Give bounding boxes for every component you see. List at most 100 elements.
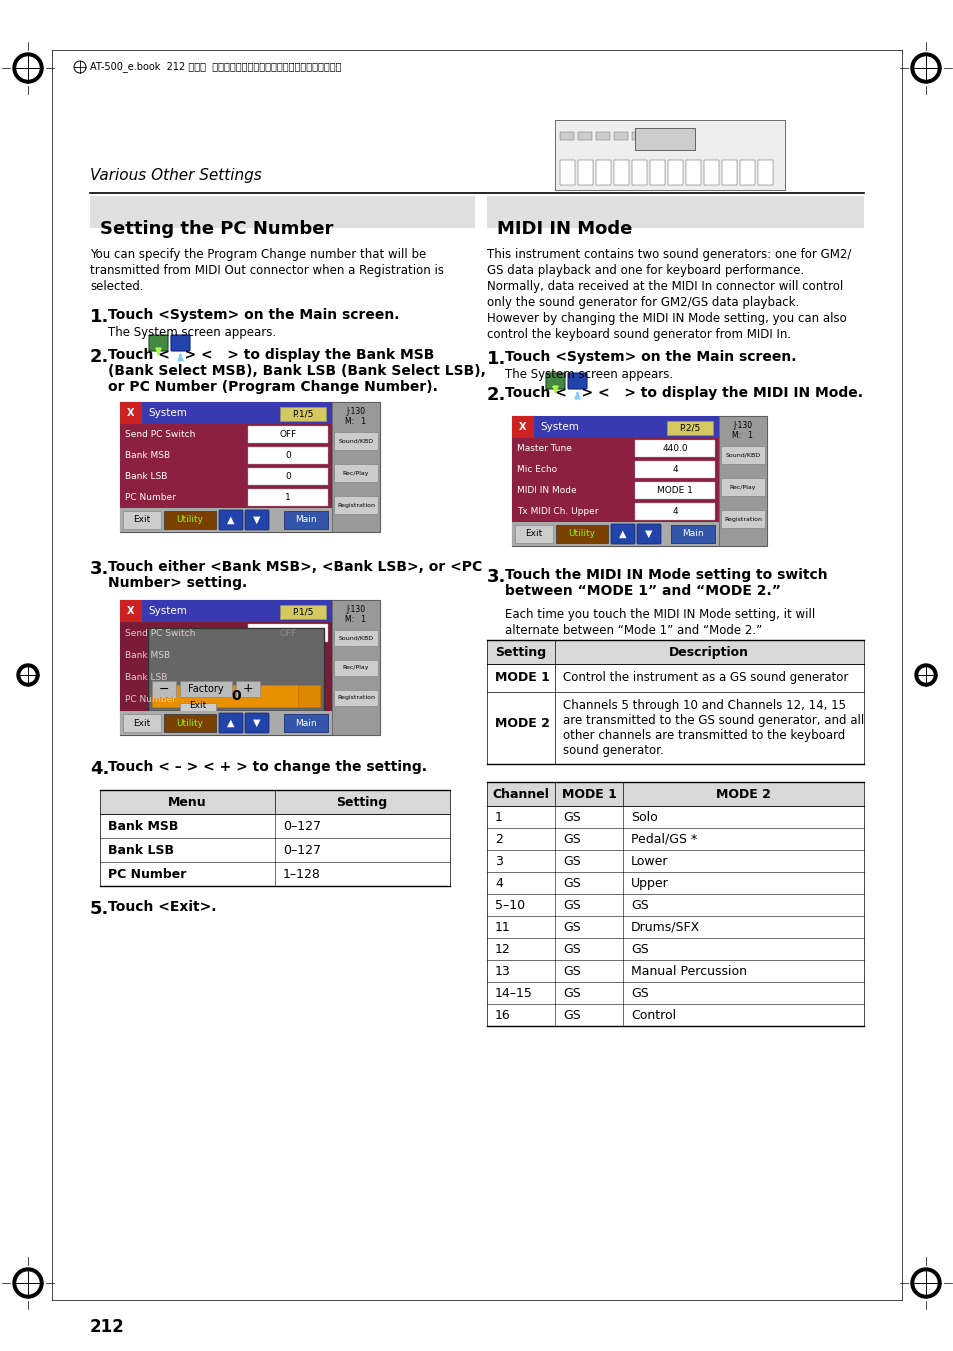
Text: OFF: OFF bbox=[279, 628, 296, 638]
Bar bbox=[248, 489, 328, 507]
Text: 1: 1 bbox=[495, 811, 502, 824]
Text: Sound/KBD: Sound/KBD bbox=[338, 439, 374, 443]
Text: Bank MSB: Bank MSB bbox=[108, 820, 178, 834]
Text: are transmitted to the GS sound generator, and all: are transmitted to the GS sound generato… bbox=[562, 713, 863, 727]
Text: ▲: ▲ bbox=[227, 515, 234, 526]
FancyBboxPatch shape bbox=[219, 713, 243, 734]
Bar bbox=[248, 624, 328, 642]
Text: GS: GS bbox=[562, 877, 580, 890]
Circle shape bbox=[914, 57, 936, 78]
Bar bbox=[120, 486, 332, 508]
Bar bbox=[720, 509, 764, 528]
Text: MODE 1: MODE 1 bbox=[495, 671, 549, 684]
Text: Control: Control bbox=[630, 1009, 676, 1021]
Text: Rec/Play: Rec/Play bbox=[342, 666, 369, 670]
Bar bbox=[123, 713, 161, 732]
Circle shape bbox=[910, 1269, 940, 1298]
Text: 5.: 5. bbox=[90, 900, 110, 917]
Text: Bank MSB: Bank MSB bbox=[125, 451, 170, 459]
Text: Main: Main bbox=[294, 719, 316, 727]
Text: Manual Percussion: Manual Percussion bbox=[630, 965, 746, 978]
Bar bbox=[758, 159, 772, 185]
Text: MODE 2: MODE 2 bbox=[715, 788, 770, 801]
Text: Utility: Utility bbox=[176, 719, 203, 727]
Text: Menu: Menu bbox=[168, 796, 206, 809]
Bar bbox=[148, 628, 324, 711]
Text: Registration: Registration bbox=[336, 503, 375, 508]
Bar bbox=[512, 480, 719, 501]
Circle shape bbox=[914, 663, 936, 686]
Bar bbox=[120, 644, 332, 666]
Bar bbox=[631, 159, 646, 185]
Bar bbox=[120, 689, 332, 711]
Bar bbox=[635, 128, 695, 150]
Bar bbox=[120, 444, 332, 466]
Bar bbox=[635, 482, 714, 499]
Bar bbox=[666, 422, 712, 435]
Bar bbox=[649, 132, 663, 141]
Text: 16: 16 bbox=[495, 1009, 510, 1021]
Text: MIDI IN Mode: MIDI IN Mode bbox=[517, 486, 576, 494]
Text: Touch <System> on the Main screen.: Touch <System> on the Main screen. bbox=[504, 350, 796, 363]
Bar bbox=[635, 440, 714, 457]
Text: between “MODE 1” and “MODE 2.”: between “MODE 1” and “MODE 2.” bbox=[504, 584, 781, 598]
Text: The System screen appears.: The System screen appears. bbox=[108, 326, 275, 339]
Bar bbox=[578, 159, 593, 185]
Bar bbox=[720, 446, 764, 463]
FancyBboxPatch shape bbox=[149, 335, 168, 351]
Text: ▼: ▼ bbox=[644, 530, 652, 539]
Text: ▼: ▼ bbox=[253, 717, 260, 728]
Bar bbox=[556, 526, 607, 543]
Text: System: System bbox=[148, 408, 187, 417]
Text: 440.0: 440.0 bbox=[661, 444, 687, 453]
Text: 0–127: 0–127 bbox=[283, 844, 320, 857]
Text: The System screen appears.: The System screen appears. bbox=[504, 367, 673, 381]
Text: MIDI IN Mode: MIDI IN Mode bbox=[497, 220, 632, 238]
Text: X: X bbox=[518, 422, 526, 432]
Bar bbox=[280, 605, 326, 619]
Text: Send PC Switch: Send PC Switch bbox=[125, 430, 195, 439]
Bar bbox=[120, 600, 142, 621]
Bar bbox=[334, 661, 377, 676]
Bar bbox=[512, 416, 719, 438]
Text: sound generator.: sound generator. bbox=[562, 744, 663, 757]
Bar bbox=[152, 681, 175, 697]
Text: GS data playback and one for keyboard performance.: GS data playback and one for keyboard pe… bbox=[486, 263, 803, 277]
Text: Registration: Registration bbox=[336, 696, 375, 701]
Text: alternate between “Mode 1” and “Mode 2.”: alternate between “Mode 1” and “Mode 2.” bbox=[504, 624, 761, 638]
Circle shape bbox=[918, 667, 932, 682]
Bar bbox=[248, 447, 328, 463]
Bar bbox=[248, 426, 328, 443]
Text: OFF: OFF bbox=[279, 430, 296, 439]
Text: ▲: ▲ bbox=[618, 530, 626, 539]
Circle shape bbox=[17, 1273, 39, 1294]
Bar bbox=[334, 690, 377, 707]
Text: 12: 12 bbox=[495, 943, 510, 957]
Text: Mic Echo: Mic Echo bbox=[517, 465, 557, 474]
Text: 0: 0 bbox=[231, 689, 240, 703]
Text: Bank LSB: Bank LSB bbox=[125, 673, 167, 682]
Text: 212: 212 bbox=[90, 1319, 125, 1336]
Text: 1–128: 1–128 bbox=[283, 867, 320, 881]
Bar bbox=[284, 713, 328, 732]
Text: 4: 4 bbox=[672, 507, 677, 516]
Text: 4: 4 bbox=[495, 877, 502, 890]
Text: 2: 2 bbox=[495, 834, 502, 846]
Bar bbox=[720, 478, 764, 496]
Text: Bank LSB: Bank LSB bbox=[125, 471, 167, 481]
FancyBboxPatch shape bbox=[245, 713, 269, 734]
Text: Setting the PC Number: Setting the PC Number bbox=[100, 220, 333, 238]
Bar bbox=[486, 640, 863, 663]
Text: GS: GS bbox=[562, 898, 580, 912]
Bar bbox=[703, 159, 719, 185]
Bar bbox=[512, 459, 719, 480]
Bar bbox=[120, 403, 142, 424]
FancyBboxPatch shape bbox=[567, 373, 586, 389]
Text: 0: 0 bbox=[285, 471, 291, 481]
Text: Tx MIDI Ch. Upper: Tx MIDI Ch. Upper bbox=[517, 507, 598, 516]
Text: GS: GS bbox=[562, 834, 580, 846]
Text: Touch <System> on the Main screen.: Touch <System> on the Main screen. bbox=[108, 308, 399, 322]
Text: Exit: Exit bbox=[133, 516, 151, 524]
Text: Exit: Exit bbox=[190, 701, 207, 711]
Text: Number> setting.: Number> setting. bbox=[108, 576, 247, 590]
